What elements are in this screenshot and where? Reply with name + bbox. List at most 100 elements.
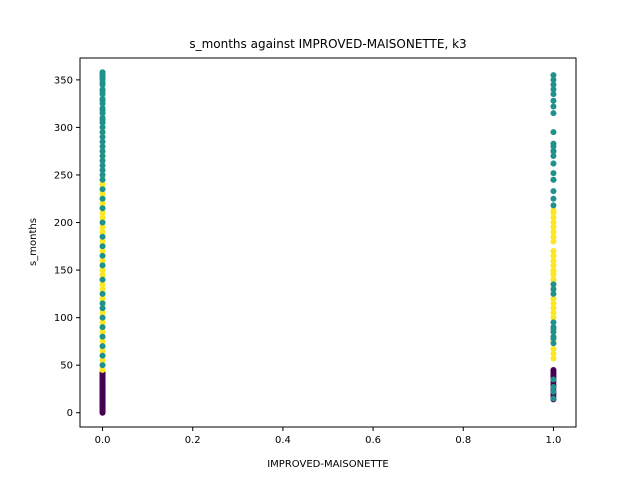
data-point xyxy=(99,314,106,321)
data-point xyxy=(99,328,106,335)
data-point xyxy=(99,195,106,202)
data-point xyxy=(99,186,106,193)
data-point xyxy=(99,214,106,221)
x-axis-ticks: 0.0 0.2 0.4 0.6 0.8 1.0 xyxy=(95,427,562,446)
x-axis-label: IMPROVED-MAISONETTE xyxy=(267,459,389,470)
data-point xyxy=(99,205,106,212)
data-point xyxy=(99,366,106,373)
data-point xyxy=(550,309,557,316)
data-point xyxy=(99,219,106,226)
data-point xyxy=(550,305,557,312)
data-point xyxy=(99,157,106,164)
y-tick-label: 300 xyxy=(54,123,73,134)
data-point xyxy=(550,252,557,259)
data-point xyxy=(99,309,106,316)
data-point xyxy=(550,300,557,307)
data-point xyxy=(99,143,106,150)
x-tick-label: 0.2 xyxy=(185,435,201,446)
x-tick-label: 0.0 xyxy=(95,435,111,446)
data-point xyxy=(550,340,557,347)
data-point xyxy=(99,333,106,340)
data-point xyxy=(550,188,557,195)
data-point xyxy=(99,138,106,145)
y-tick-label: 200 xyxy=(54,218,73,229)
data-point xyxy=(99,224,106,231)
y-tick-label: 250 xyxy=(54,170,73,181)
data-point xyxy=(99,324,106,331)
data-point xyxy=(99,252,106,259)
data-point xyxy=(550,319,557,326)
y-tick-label: 350 xyxy=(54,75,73,86)
data-point xyxy=(99,79,106,86)
data-point xyxy=(550,326,557,333)
data-point xyxy=(99,347,106,354)
data-point xyxy=(550,314,557,321)
data-point xyxy=(99,171,106,178)
data-point xyxy=(99,200,106,207)
data-point xyxy=(550,152,557,159)
data-point xyxy=(99,116,106,123)
data-point xyxy=(99,88,106,95)
data-point xyxy=(550,214,557,221)
data-point xyxy=(99,152,106,159)
data-point xyxy=(550,276,557,283)
x-tick-label: 0.6 xyxy=(365,435,381,446)
data-point xyxy=(99,343,106,350)
data-point xyxy=(550,384,557,391)
data-point xyxy=(550,286,557,293)
data-point xyxy=(99,281,106,288)
data-point xyxy=(550,129,557,136)
data-point xyxy=(550,219,557,226)
plot-frame xyxy=(79,57,577,428)
data-point xyxy=(550,160,557,167)
data-point xyxy=(99,69,106,76)
data-point xyxy=(550,355,557,362)
data-point xyxy=(550,268,557,275)
data-point xyxy=(99,295,106,302)
data-points xyxy=(99,69,557,416)
data-point xyxy=(99,191,106,197)
data-point xyxy=(99,357,106,364)
data-point xyxy=(99,133,106,140)
data-point xyxy=(99,243,106,250)
chart-title: s_months against IMPROVED-MAISONETTE, k3 xyxy=(189,37,466,51)
data-point xyxy=(550,86,557,93)
x-tick-label: 0.4 xyxy=(275,435,291,446)
data-point xyxy=(550,229,557,236)
data-point xyxy=(99,257,106,264)
data-point xyxy=(550,262,557,269)
data-point xyxy=(99,286,106,293)
data-point xyxy=(99,262,106,269)
data-point xyxy=(550,333,557,340)
y-axis-ticks: 0 50 100 150 200 250 300 350 xyxy=(54,75,80,419)
data-point xyxy=(99,124,106,131)
data-point xyxy=(99,290,106,297)
data-point xyxy=(550,233,557,240)
y-tick-label: 150 xyxy=(54,266,73,277)
data-point xyxy=(99,229,106,236)
x-tick-label: 1.0 xyxy=(546,435,562,446)
y-axis-label: s_months xyxy=(28,218,39,266)
data-point xyxy=(550,140,557,147)
data-point xyxy=(550,202,557,209)
x-tick-label: 0.8 xyxy=(455,435,471,446)
data-point xyxy=(99,305,106,312)
data-point xyxy=(550,170,557,177)
data-point xyxy=(99,129,106,136)
data-point xyxy=(99,210,106,217)
data-point xyxy=(550,176,557,183)
data-point xyxy=(99,248,106,255)
y-tick-label: 0 xyxy=(67,408,73,419)
data-point xyxy=(99,300,106,307)
data-point xyxy=(550,248,557,255)
data-point xyxy=(99,97,106,104)
data-point xyxy=(99,233,106,240)
data-point xyxy=(99,167,106,174)
data-point xyxy=(550,257,557,264)
data-point xyxy=(550,76,557,83)
data-point xyxy=(99,181,106,188)
data-point xyxy=(550,366,557,373)
data-point xyxy=(550,72,557,79)
